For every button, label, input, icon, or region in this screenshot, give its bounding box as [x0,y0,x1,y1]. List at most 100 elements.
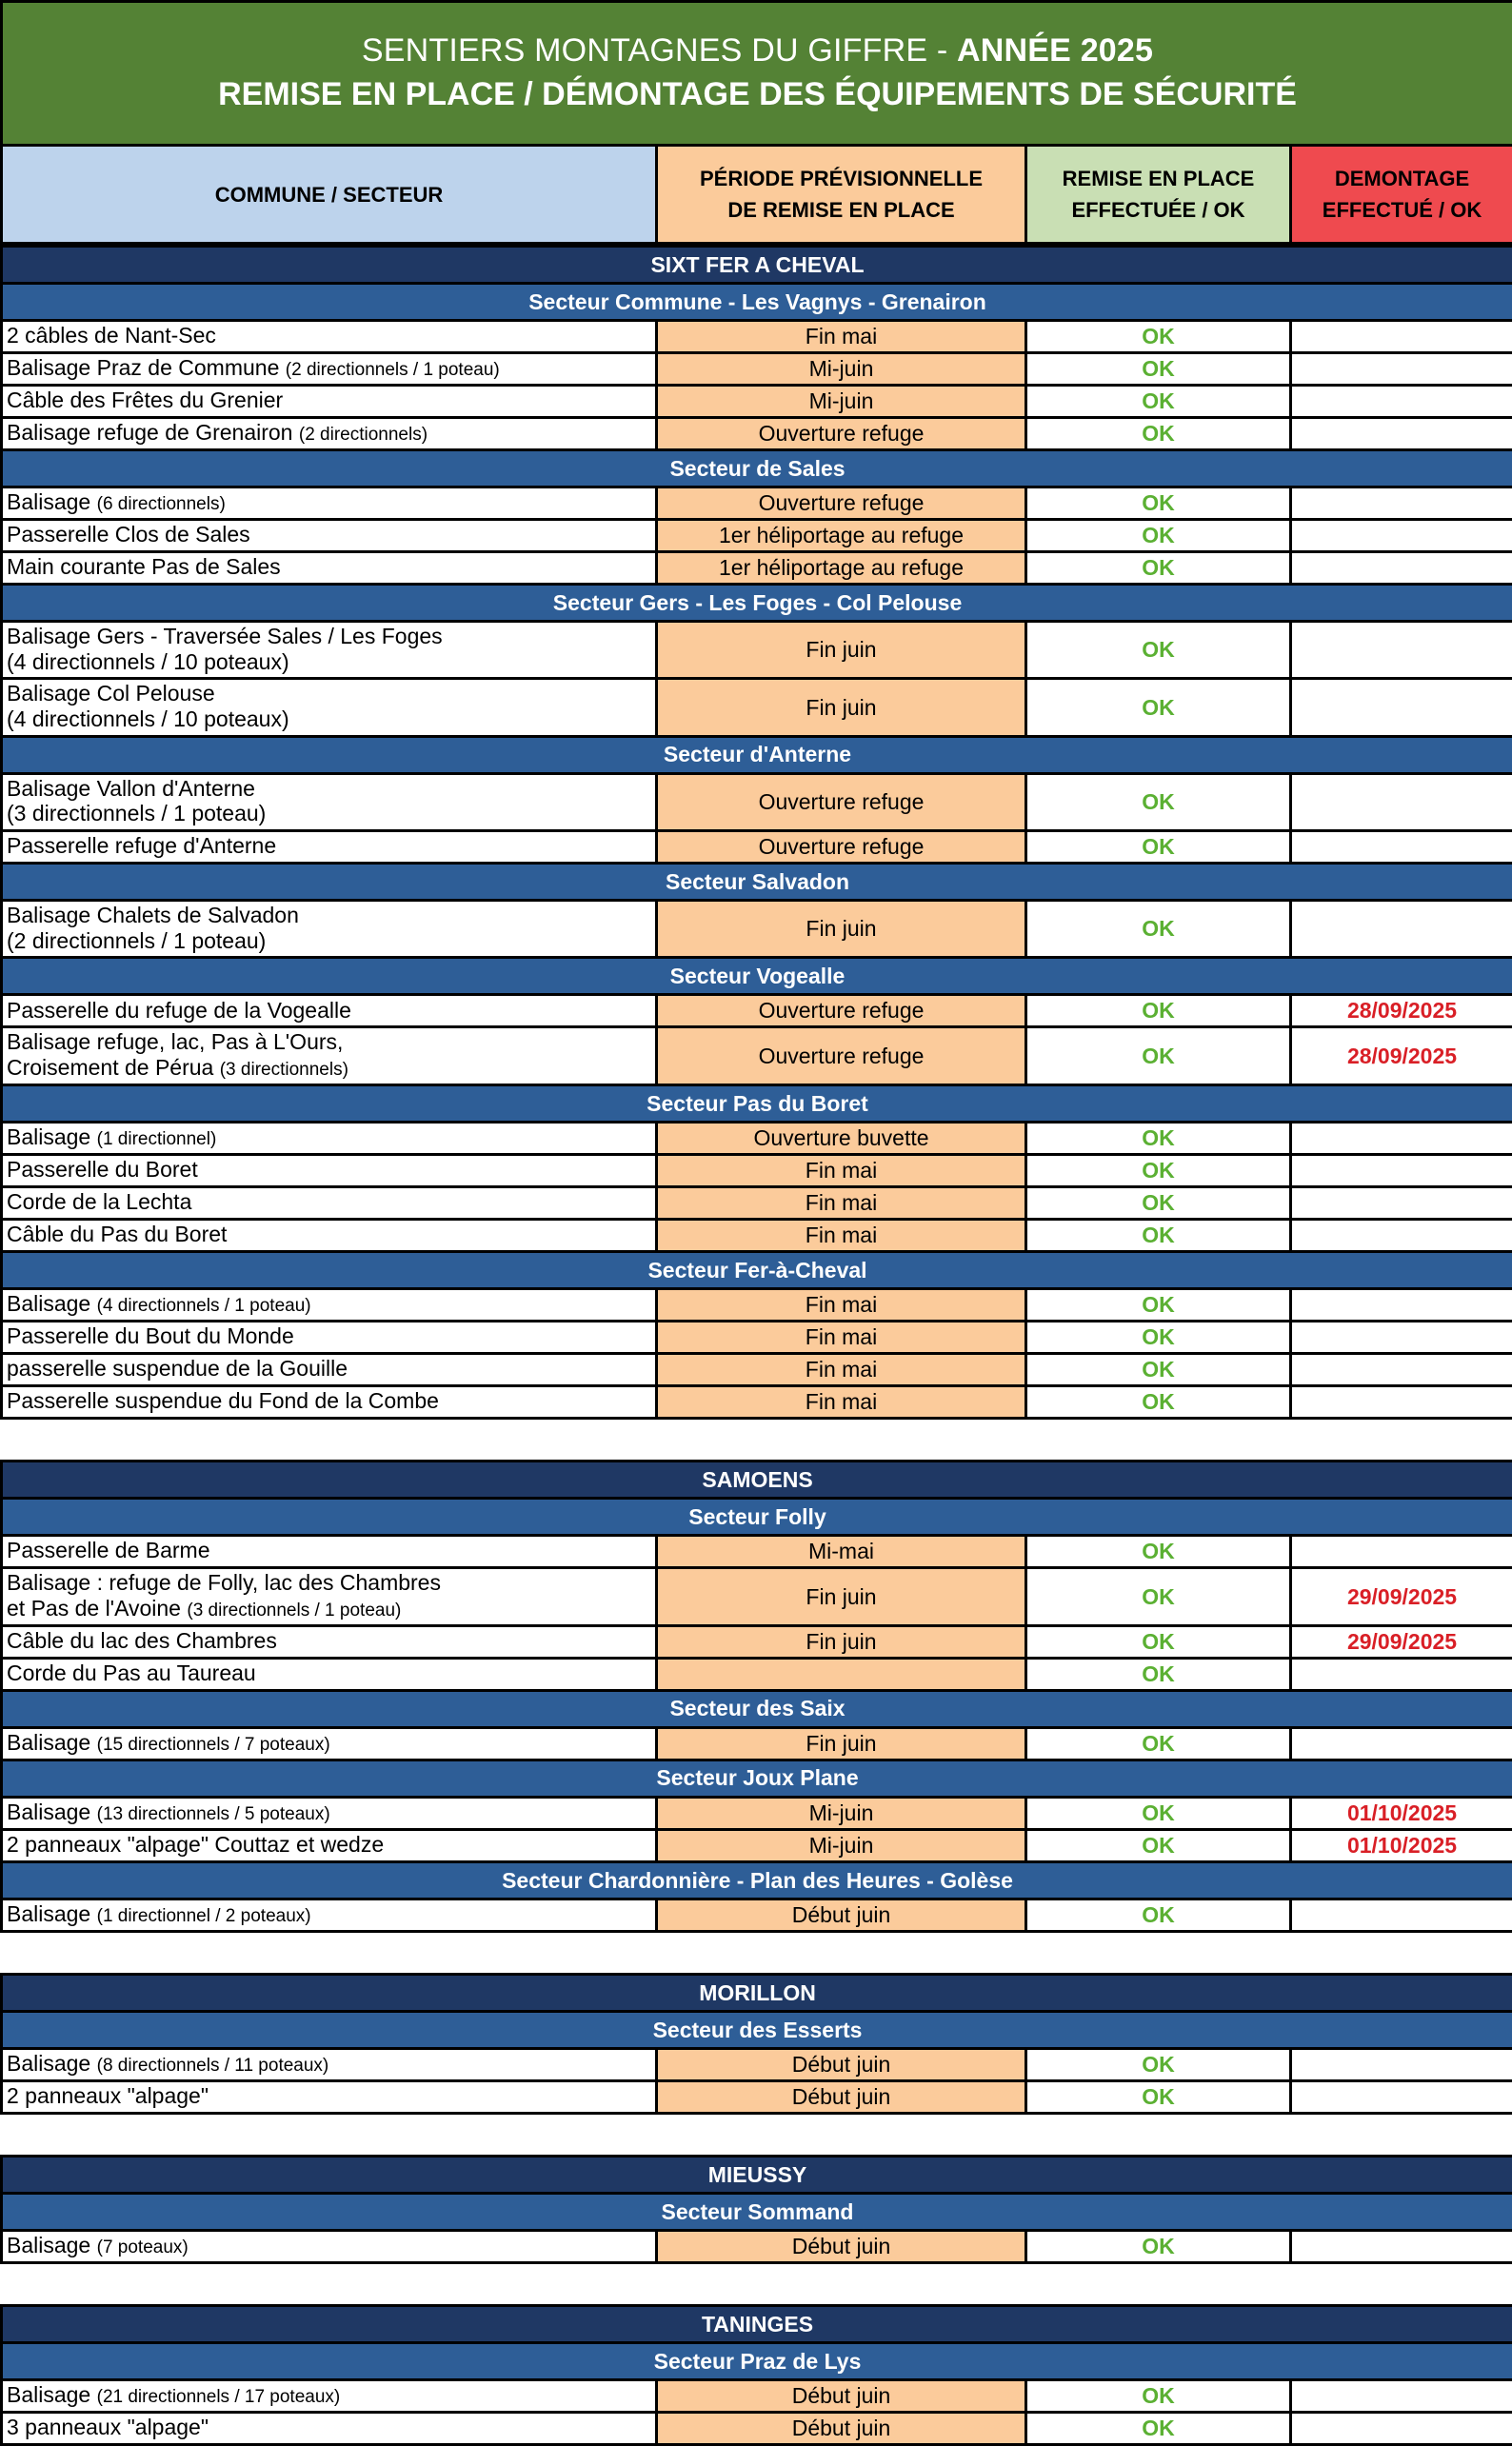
demontage-date-cell[interactable] [1291,1658,1512,1690]
remise-en-place-status-cell[interactable]: OK [1026,321,1291,353]
periode-cell[interactable]: Ouverture refuge [657,1027,1026,1085]
remise-en-place-status-cell[interactable]: OK [1026,901,1291,958]
demontage-date-cell[interactable] [1291,901,1512,958]
equipment-name-cell[interactable]: Balisage refuge, lac, Pas à L'Ours,Crois… [2,1027,657,1085]
equipment-name-cell[interactable]: Balisage (4 directionnels / 1 poteau) [2,1289,657,1322]
periode-cell[interactable]: Fin mai [657,1322,1026,1354]
remise-en-place-status-cell[interactable]: OK [1026,386,1291,418]
equipment-name-cell[interactable]: Corde de la Lechta [2,1187,657,1220]
equipment-name-cell[interactable]: Câble du Pas du Boret [2,1220,657,1252]
table-row[interactable]: Balisage (4 directionnels / 1 poteau)Fin… [2,1289,1512,1322]
remise-en-place-status-cell[interactable]: OK [1026,2231,1291,2263]
equipment-name-cell[interactable]: 3 panneaux "alpage" [2,2413,657,2445]
remise-en-place-status-cell[interactable]: OK [1026,1727,1291,1760]
equipment-name-cell[interactable]: Balisage : refuge de Folly, lac des Cham… [2,1568,657,1626]
equipment-name-cell[interactable]: Balisage Col Pelouse(4 directionnels / 1… [2,679,657,736]
equipment-name-cell[interactable]: Passerelle refuge d'Anterne [2,831,657,864]
periode-cell[interactable]: Ouverture refuge [657,831,1026,864]
remise-en-place-status-cell[interactable]: OK [1026,1830,1291,1862]
table-row[interactable]: Balisage (13 directionnels / 5 poteaux)M… [2,1797,1512,1829]
remise-en-place-status-cell[interactable]: OK [1026,831,1291,864]
remise-en-place-status-cell[interactable]: OK [1026,1625,1291,1658]
equipment-name-cell[interactable]: Passerelle Clos de Sales [2,520,657,552]
equipment-name-cell[interactable]: 2 câbles de Nant-Sec [2,321,657,353]
periode-cell[interactable]: Fin mai [657,1354,1026,1386]
demontage-date-cell[interactable] [1291,386,1512,418]
remise-en-place-status-cell[interactable]: OK [1026,1187,1291,1220]
demontage-date-cell[interactable] [1291,2231,1512,2263]
equipment-name-cell[interactable]: Passerelle du Boret [2,1155,657,1187]
periode-cell[interactable]: Ouverture buvette [657,1123,1026,1155]
equipment-name-cell[interactable]: Balisage (6 directionnels) [2,487,657,520]
remise-en-place-status-cell[interactable]: OK [1026,1155,1291,1187]
remise-en-place-status-cell[interactable]: OK [1026,487,1291,520]
remise-en-place-status-cell[interactable]: OK [1026,2081,1291,2114]
remise-en-place-status-cell[interactable]: OK [1026,1386,1291,1419]
demontage-date-cell[interactable] [1291,321,1512,353]
equipment-name-cell[interactable]: Balisage Gers - Traversée Sales / Les Fo… [2,622,657,679]
periode-cell[interactable]: Fin juin [657,1727,1026,1760]
periode-cell[interactable]: Mi-juin [657,1830,1026,1862]
demontage-date-cell[interactable]: 28/09/2025 [1291,1027,1512,1085]
periode-cell[interactable]: Fin juin [657,1568,1026,1626]
equipment-name-cell[interactable]: Câble des Frêtes du Grenier [2,386,657,418]
remise-en-place-status-cell[interactable]: OK [1026,1658,1291,1690]
periode-cell[interactable]: Ouverture refuge [657,773,1026,830]
demontage-date-cell[interactable]: 29/09/2025 [1291,1568,1512,1626]
demontage-date-cell[interactable] [1291,1899,1512,1932]
periode-cell[interactable]: Ouverture refuge [657,487,1026,520]
remise-en-place-status-cell[interactable]: OK [1026,1289,1291,1322]
periode-cell[interactable]: Fin mai [657,1187,1026,1220]
periode-cell[interactable]: Début juin [657,2380,1026,2413]
demontage-date-cell[interactable] [1291,1187,1512,1220]
remise-en-place-status-cell[interactable]: OK [1026,552,1291,585]
equipment-name-cell[interactable]: Balisage Praz de Commune (2 directionnel… [2,353,657,386]
periode-cell[interactable]: Début juin [657,1899,1026,1932]
demontage-date-cell[interactable] [1291,1322,1512,1354]
periode-cell[interactable]: Fin mai [657,1386,1026,1419]
periode-cell[interactable]: Fin mai [657,1155,1026,1187]
demontage-date-cell[interactable] [1291,2380,1512,2413]
equipment-name-cell[interactable]: Balisage (13 directionnels / 5 poteaux) [2,1797,657,1829]
remise-en-place-status-cell[interactable]: OK [1026,1220,1291,1252]
remise-en-place-status-cell[interactable]: OK [1026,622,1291,679]
equipment-name-cell[interactable]: Balisage Chalets de Salvadon(2 direction… [2,901,657,958]
periode-cell[interactable]: Mi-juin [657,1797,1026,1829]
equipment-name-cell[interactable]: Main courante Pas de Sales [2,552,657,585]
equipment-name-cell[interactable]: Balisage (1 directionnel / 2 poteaux) [2,1899,657,1932]
demontage-date-cell[interactable] [1291,1536,1512,1568]
remise-en-place-status-cell[interactable]: OK [1026,773,1291,830]
remise-en-place-status-cell[interactable]: OK [1026,2413,1291,2445]
periode-cell[interactable]: Mi-juin [657,386,1026,418]
demontage-date-cell[interactable]: 01/10/2025 [1291,1830,1512,1862]
table-row[interactable]: Balisage Praz de Commune (2 directionnel… [2,353,1512,386]
demontage-date-cell[interactable] [1291,831,1512,864]
equipment-name-cell[interactable]: Balisage (1 directionnel) [2,1123,657,1155]
table-row[interactable]: Balisage (15 directionnels / 7 poteaux)F… [2,1727,1512,1760]
demontage-date-cell[interactable] [1291,1289,1512,1322]
periode-cell[interactable]: Fin juin [657,1625,1026,1658]
remise-en-place-status-cell[interactable]: OK [1026,520,1291,552]
remise-en-place-status-cell[interactable]: OK [1026,2049,1291,2081]
equipment-name-cell[interactable]: Balisage Vallon d'Anterne(3 directionnel… [2,773,657,830]
periode-cell[interactable]: Ouverture refuge [657,418,1026,450]
demontage-date-cell[interactable] [1291,1727,1512,1760]
periode-cell[interactable] [657,1658,1026,1690]
equipment-name-cell[interactable]: Passerelle du refuge de la Vogealle [2,995,657,1027]
remise-en-place-status-cell[interactable]: OK [1026,1123,1291,1155]
equipment-name-cell[interactable]: Balisage refuge de Grenairon (2 directio… [2,418,657,450]
periode-cell[interactable]: 1er héliportage au refuge [657,552,1026,585]
table-row[interactable]: Balisage Vallon d'Anterne(3 directionnel… [2,773,1512,830]
periode-cell[interactable]: Fin mai [657,321,1026,353]
